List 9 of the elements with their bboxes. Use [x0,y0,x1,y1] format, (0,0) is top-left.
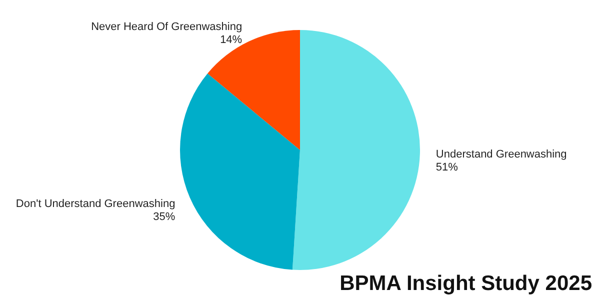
pie-slice [292,30,420,270]
slice-label: Don't Understand Greenwashing [16,198,176,210]
data-label: 51% [436,161,458,174]
data-label: 35% [153,211,176,224]
pie-slice [180,74,300,270]
slice-label: Never Heard Of Greenwashing [91,20,242,33]
text: BPMA Insight Study 2025 [340,272,592,295]
slice-label: Understand Greenwashing [436,148,567,160]
data-label: 14% [220,34,242,46]
